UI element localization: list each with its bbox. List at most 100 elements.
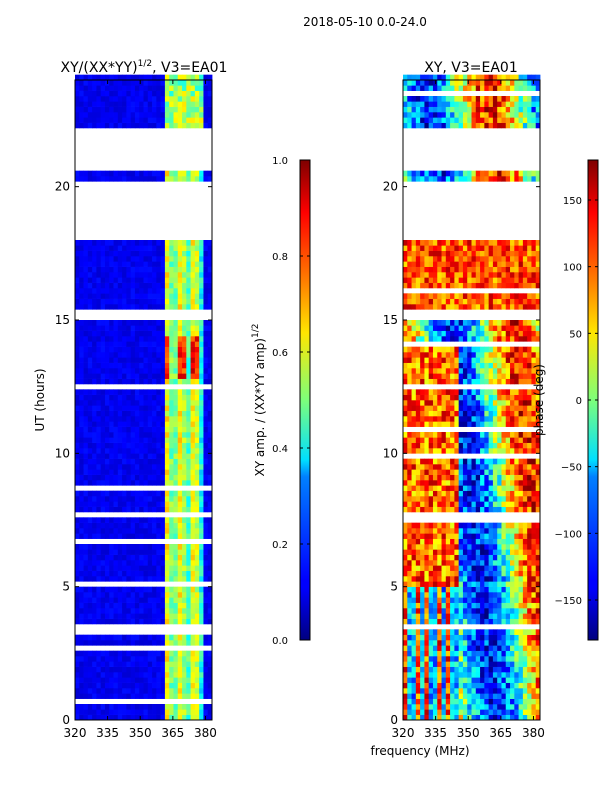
heatmap-cell (437, 683, 442, 689)
heatmap-cell (412, 699, 417, 705)
heatmap-cell (191, 395, 196, 401)
heatmap-cell (514, 640, 519, 646)
heatmap-cell (433, 688, 438, 694)
heatmap-cell (148, 363, 153, 369)
heatmap-cell (186, 85, 191, 91)
heatmap-cell (186, 245, 191, 251)
heatmap-cell (454, 395, 459, 401)
heatmap-cell (165, 427, 170, 433)
heatmap-cell (109, 709, 114, 715)
heatmap-cell (442, 592, 447, 598)
heatmap-cell (122, 331, 127, 337)
heatmap-cell (161, 640, 166, 646)
heatmap-cell (182, 411, 187, 417)
heatmap-cell (169, 592, 174, 598)
heatmap-cell (122, 405, 127, 411)
heatmap-cell (139, 469, 144, 475)
heatmap-cell (407, 379, 412, 385)
heatmap-cell (484, 459, 489, 465)
heatmap-cell (199, 597, 204, 603)
heatmap-cell (191, 352, 196, 358)
heatmap-cell (407, 373, 412, 379)
heatmap-cell (523, 645, 528, 651)
heatmap-cell (186, 597, 191, 603)
heatmap-cell (467, 597, 472, 603)
heatmap-cell (165, 688, 170, 694)
heatmap-cell (114, 107, 119, 113)
heatmap-cell (118, 576, 123, 582)
panel1-title: XY/(XX*YY)1/2, V3=EA01 (61, 59, 228, 76)
heatmap-cell (122, 240, 127, 246)
heatmap-cell (75, 299, 80, 305)
heatmap-cell (519, 368, 524, 374)
heatmap-cell (165, 571, 170, 577)
heatmap-cell (182, 112, 187, 118)
heatmap-cell (114, 651, 119, 657)
heatmap-cell (169, 517, 174, 523)
heatmap-cell (92, 603, 97, 609)
heatmap-cell (144, 251, 149, 257)
heatmap-cell (79, 496, 84, 502)
heatmap-cell (433, 672, 438, 678)
heatmap-cell (514, 491, 519, 497)
heatmap-cell (144, 688, 149, 694)
heatmap-cell (437, 496, 442, 502)
heatmap-cell (118, 709, 123, 715)
heatmap-cell (527, 608, 532, 614)
heatmap-cell (420, 576, 425, 582)
heatmap-cell (152, 283, 157, 289)
heatmap-cell (178, 288, 183, 294)
heatmap-cell (165, 475, 170, 481)
heatmap-cell (92, 661, 97, 667)
heatmap-cell (403, 672, 408, 678)
heatmap-cell (433, 576, 438, 582)
heatmap-cell (109, 667, 114, 673)
heatmap-cell (186, 336, 191, 342)
heatmap-cell (472, 368, 477, 374)
heatmap-cell (412, 619, 417, 625)
heatmap-cell (467, 683, 472, 689)
heatmap-cell (437, 549, 442, 555)
heatmap-cell (467, 368, 472, 374)
heatmap-cell (407, 661, 412, 667)
heatmap-cell (126, 283, 131, 289)
heatmap-cell (519, 448, 524, 454)
heatmap-cell (191, 80, 196, 86)
heatmap-cell (84, 469, 89, 475)
heatmap-cell (126, 523, 131, 529)
heatmap-cell (152, 117, 157, 123)
heatmap-cell (92, 389, 97, 395)
heatmap-cell (523, 357, 528, 363)
heatmap-cell (424, 640, 429, 646)
heatmap-cell (450, 357, 455, 363)
heatmap-cell (519, 523, 524, 529)
heatmap-cell (484, 373, 489, 379)
heatmap-cell (105, 277, 110, 283)
heatmap-cell (191, 709, 196, 715)
heatmap-cell (203, 496, 208, 502)
heatmap-cell (75, 336, 80, 342)
heatmap-cell (156, 117, 161, 123)
heatmap-cell (203, 635, 208, 641)
heatmap-cell (96, 341, 101, 347)
heatmap-cell (101, 475, 106, 481)
heatmap-cell (126, 341, 131, 347)
heatmap-cell (433, 352, 438, 358)
heatmap-cell (101, 715, 106, 721)
heatmap-cell (131, 693, 136, 699)
heatmap-cell (506, 475, 511, 481)
heatmap-cell (437, 501, 442, 507)
heatmap-cell (186, 101, 191, 107)
heatmap-cell (79, 411, 84, 417)
heatmap-cell (519, 416, 524, 422)
heatmap-cell (79, 400, 84, 406)
heatmap-cell (476, 459, 481, 465)
heatmap-cell (156, 352, 161, 358)
heatmap-cell (139, 667, 144, 673)
heatmap-cell (88, 379, 93, 385)
heatmap-cell (169, 272, 174, 278)
heatmap-cell (75, 587, 80, 593)
heatmap-cell (403, 635, 408, 641)
heatmap-cell (122, 123, 127, 129)
heatmap-cell (501, 635, 506, 641)
